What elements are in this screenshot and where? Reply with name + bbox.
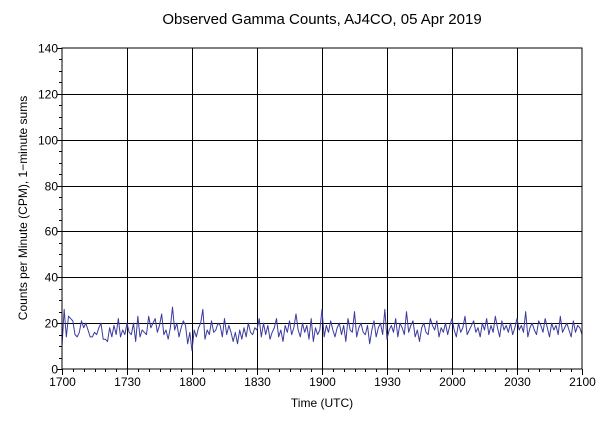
- y-axis-title: Counts per Minute (CPM), 1−minute sums: [16, 96, 30, 320]
- grid-lines: [62, 48, 582, 369]
- y-tick-label: 120: [38, 88, 58, 102]
- x-tick-label: 2030: [504, 375, 531, 389]
- axis-ticks: [57, 48, 583, 375]
- x-tick-label: 1730: [114, 375, 141, 389]
- x-tick-label: 1930: [374, 375, 401, 389]
- x-tick-label: 2000: [439, 375, 466, 389]
- y-tick-label: 100: [38, 134, 58, 148]
- y-tick-label: 0: [51, 363, 58, 377]
- y-tick-labels: 0 20 40 60 80 100 120 140: [38, 42, 58, 377]
- gamma-counts-series-line: [61, 306, 583, 352]
- chart-title: Observed Gamma Counts, AJ4CO, 05 Apr 201…: [162, 11, 481, 28]
- x-axis-title: Time (UTC): [291, 396, 353, 410]
- y-tick-label: 40: [45, 271, 59, 285]
- x-tick-labels: 1700 1730 1800 1830 1900 1930 2000 2030 2100: [49, 375, 596, 389]
- y-tick-label: 80: [45, 180, 59, 194]
- x-tick-label: 1800: [179, 375, 206, 389]
- series-layer: [61, 306, 583, 352]
- y-tick-label: 20: [45, 317, 59, 331]
- x-tick-label: 1900: [309, 375, 336, 389]
- y-tick-label: 140: [38, 42, 58, 56]
- x-tick-label: 1700: [49, 375, 76, 389]
- y-tick-label: 60: [45, 225, 59, 239]
- x-tick-label: 1830: [244, 375, 271, 389]
- x-tick-label: 2100: [569, 375, 596, 389]
